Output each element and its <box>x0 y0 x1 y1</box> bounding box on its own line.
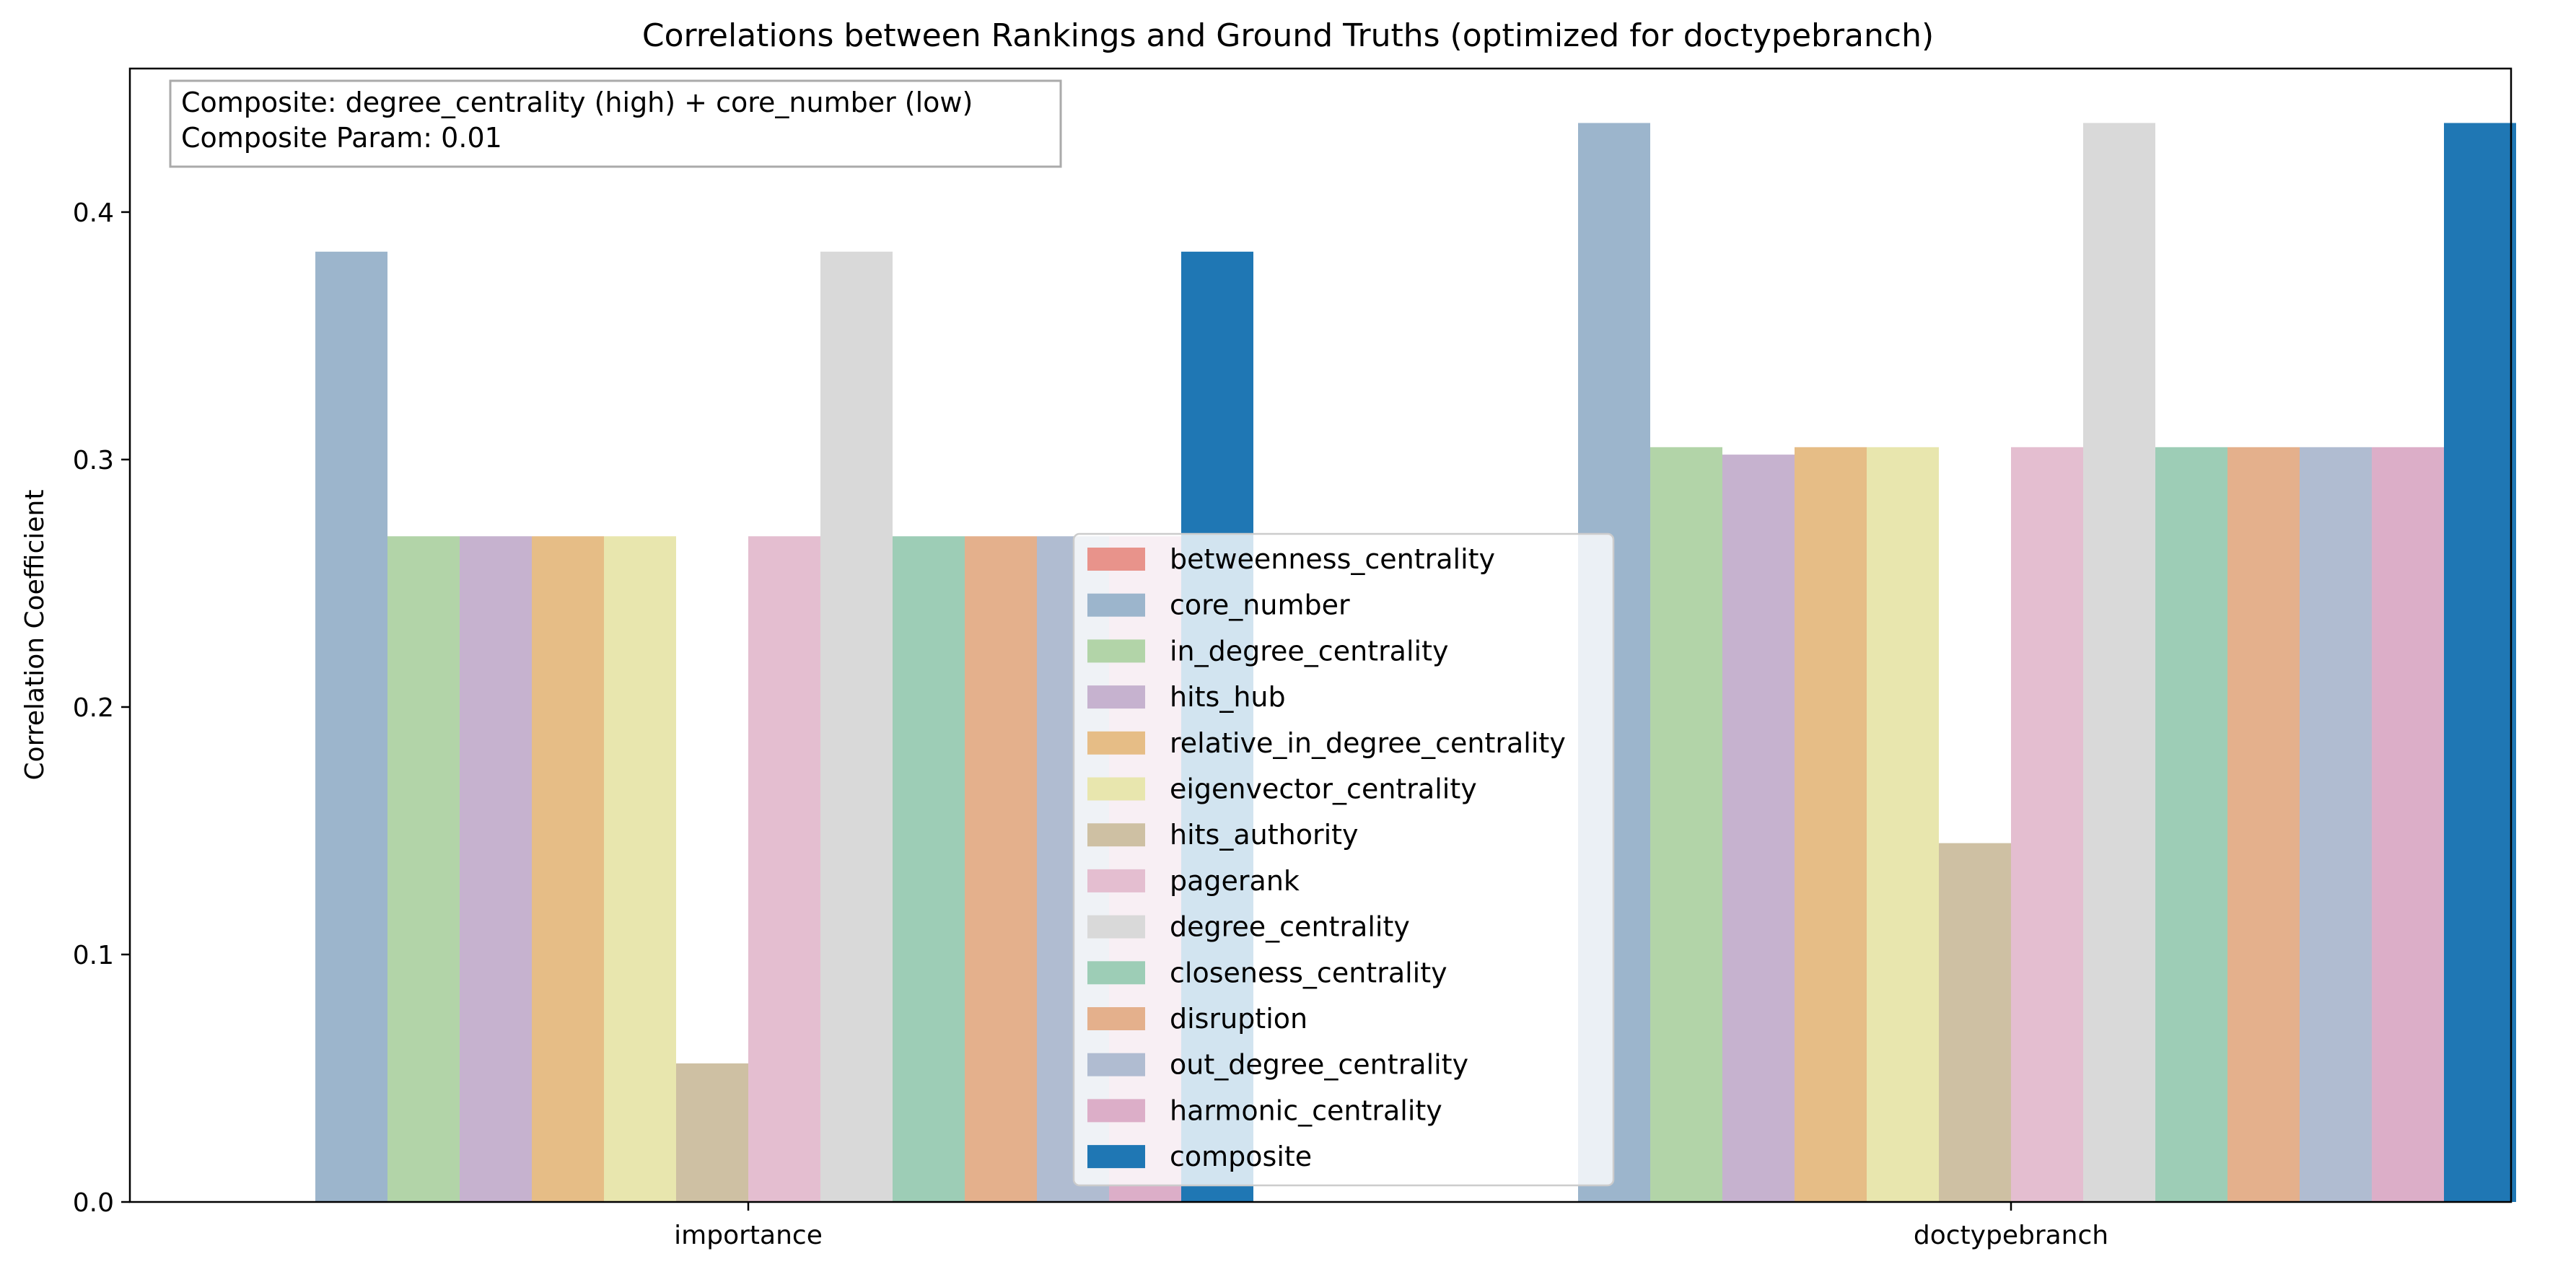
legend-swatch-out_degree_centrality <box>1087 1053 1145 1076</box>
bar-doctypebranch-hits_authority <box>1939 843 2011 1202</box>
bar-doctypebranch-hits_hub <box>1722 455 1795 1202</box>
bar-importance-core_number <box>315 251 387 1202</box>
bar-importance-closeness_centrality <box>893 536 965 1202</box>
legend-swatch-betweenness_centrality <box>1087 548 1145 571</box>
legend-label-closeness_centrality: closeness_centrality <box>1170 957 1447 988</box>
x-tick-label: doctypebranch <box>1914 1221 2108 1250</box>
bar-importance-hits_authority <box>676 1063 748 1202</box>
legend-label-pagerank: pagerank <box>1170 865 1300 897</box>
legend-swatch-composite <box>1087 1145 1145 1169</box>
bar-importance-in_degree_centrality <box>387 536 460 1202</box>
y-tick-label: 0.4 <box>73 198 114 228</box>
bar-importance-relative_in_degree_centrality <box>532 536 604 1202</box>
legend-swatch-pagerank <box>1087 869 1145 892</box>
x-tick-label: importance <box>674 1221 823 1250</box>
chart-title: Correlations between Rankings and Ground… <box>642 17 1934 54</box>
annotation-box: Composite: degree_centrality (high) + co… <box>169 79 1062 168</box>
legend-frame <box>1072 532 1615 1187</box>
bar-doctypebranch-relative_in_degree_centrality <box>1795 447 1867 1202</box>
y-tick-label: 0.1 <box>73 941 114 970</box>
legend-label-out_degree_centrality: out_degree_centrality <box>1170 1049 1468 1081</box>
bar-doctypebranch-disruption <box>2227 447 2300 1202</box>
y-tick-label: 0.0 <box>73 1188 114 1218</box>
plot-frame <box>128 67 2513 1203</box>
bar-doctypebranch-out_degree_centrality <box>2300 447 2372 1202</box>
legend-swatch-relative_in_degree_centrality <box>1087 731 1145 755</box>
bar-doctypebranch-closeness_centrality <box>2155 447 2227 1202</box>
bar-importance-hits_hub <box>460 536 532 1202</box>
legend-swatch-core_number <box>1087 593 1145 617</box>
legend-label-eigenvector_centrality: eigenvector_centrality <box>1170 773 1477 805</box>
annotation-line: Composite: degree_centrality (high) + co… <box>181 87 973 118</box>
legend-label-degree_centrality: degree_centrality <box>1170 911 1410 943</box>
legend-label-betweenness_centrality: betweenness_centrality <box>1170 543 1495 575</box>
legend-label-composite: composite <box>1170 1141 1312 1172</box>
annotation-frame <box>169 79 1062 168</box>
y-tick-label: 0.2 <box>73 693 114 723</box>
legend-swatch-disruption <box>1087 1007 1145 1030</box>
y-axis-label: Correlation Coefficient <box>20 490 50 781</box>
legend-label-disruption: disruption <box>1170 1003 1307 1035</box>
legend-swatch-hits_authority <box>1087 823 1145 847</box>
legend-label-harmonic_centrality: harmonic_centrality <box>1170 1094 1442 1126</box>
bar-doctypebranch-in_degree_centrality <box>1650 447 1722 1202</box>
annotation-line: Composite Param: 0.01 <box>181 122 502 154</box>
legend-swatch-eigenvector_centrality <box>1087 777 1145 801</box>
bar-doctypebranch-degree_centrality <box>2083 123 2155 1202</box>
bar-importance-eigenvector_centrality <box>604 536 676 1202</box>
bar-doctypebranch-eigenvector_centrality <box>1867 447 1939 1202</box>
bar-importance-disruption <box>965 536 1037 1202</box>
bar-importance-degree_centrality <box>820 251 893 1202</box>
bar-doctypebranch-composite <box>2444 123 2516 1202</box>
legend-swatch-harmonic_centrality <box>1087 1099 1145 1123</box>
legend-swatch-closeness_centrality <box>1087 961 1145 985</box>
bar-importance-pagerank <box>748 536 820 1202</box>
legend-swatch-degree_centrality <box>1087 915 1145 939</box>
bar-doctypebranch-pagerank <box>2011 447 2083 1202</box>
legend: betweenness_centrality core_number in_degr… <box>1072 532 1615 1187</box>
legend-label-hits_authority: hits_authority <box>1170 819 1359 851</box>
legend-swatch-hits_hub <box>1087 685 1145 709</box>
legend-label-core_number: core_number <box>1170 589 1350 621</box>
legend-swatch-in_degree_centrality <box>1087 639 1145 663</box>
legend-label-relative_in_degree_centrality: relative_in_degree_centrality <box>1170 727 1566 759</box>
legend-label-hits_hub: hits_hub <box>1170 681 1286 713</box>
axes-group: 0.0 0.1 0.2 0.3 0.4 importance doctypebranch <box>73 67 2513 1250</box>
legend-label-in_degree_centrality: in_degree_centrality <box>1170 635 1448 667</box>
bar-doctypebranch-harmonic_centrality <box>2372 447 2444 1202</box>
y-tick-label: 0.3 <box>73 446 114 475</box>
